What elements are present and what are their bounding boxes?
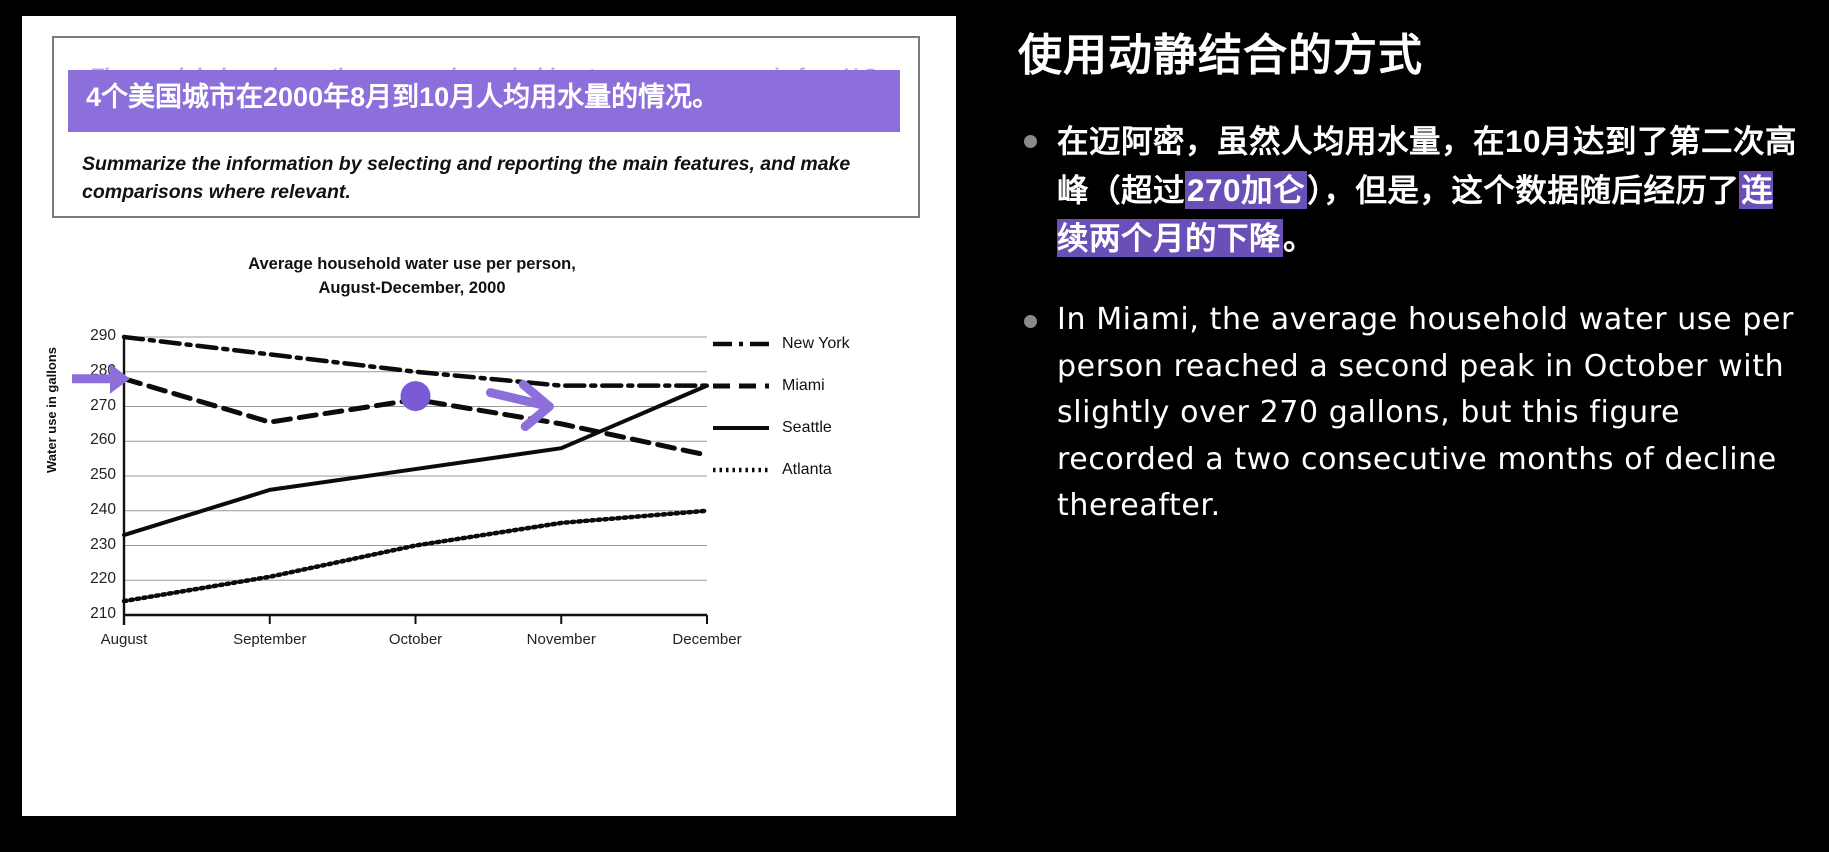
- legend-label: Atlanta: [782, 461, 832, 478]
- legend-swatch-dotted-icon: [712, 463, 770, 477]
- x-tick-december: December: [672, 631, 742, 648]
- x-tick-november: November: [526, 631, 596, 648]
- chart-figure: Average household water use per person, …: [44, 231, 932, 701]
- plain-phrase: 。: [1283, 220, 1316, 257]
- task-prompt-box: The graph below shows the average househ…: [52, 36, 920, 218]
- bullet-text-en: In Miami, the average household water us…: [1057, 302, 1794, 524]
- notes-heading: 使用动静结合的方式: [1018, 31, 1423, 80]
- series-line-new-york: [121, 334, 710, 388]
- y-tick-220: 220: [90, 570, 116, 588]
- bullet-dot-icon: [1024, 315, 1037, 329]
- slide-content-panel: The graph below shows the average househ…: [22, 16, 956, 816]
- series-line-seattle: [122, 383, 709, 538]
- legend-swatch-solid-icon: [712, 421, 770, 435]
- annotation-dot-october: [400, 381, 431, 412]
- chart-svg: [72, 334, 710, 625]
- legend-label: New York: [782, 335, 850, 352]
- bullet-item-2: In Miami, the average household water us…: [1006, 297, 1799, 530]
- legend-swatch-dashed-icon: [712, 379, 770, 393]
- y-tick-260: 260: [90, 431, 116, 449]
- chart-title: Average household water use per person, …: [52, 253, 772, 301]
- plain-phrase: 达到了第二次高峰（超过: [1057, 122, 1798, 208]
- prompt-chinese-translation: 4个美国城市在2000年8月到10月人均用水量的情况。: [86, 82, 720, 112]
- legend-item-seattle[interactable]: Seattle: [712, 407, 927, 449]
- annotation-arrow-left: [72, 363, 130, 394]
- legend-swatch-dash-dot-icon: [712, 337, 770, 351]
- chart-title-line2: August-December, 2000: [318, 278, 506, 297]
- y-tick-210: 210: [90, 605, 116, 622]
- bullet-item-1: 在迈阿密，虽然人均用水量，在10月达到了第二次高峰（超过270加仑），但是，这个…: [1006, 117, 1799, 263]
- annotation-arrow-right: [486, 380, 554, 431]
- legend-label: Miami: [782, 377, 825, 394]
- series-line-atlanta: [121, 508, 710, 604]
- y-tick-270: 270: [90, 396, 116, 414]
- plain-phrase: 但是，这个数据随后经历了: [1355, 171, 1740, 208]
- x-tick-september: September: [233, 631, 307, 648]
- legend-label: Seattle: [782, 419, 832, 436]
- plain-phrase: ），: [1307, 171, 1356, 208]
- y-tick-250: 250: [90, 466, 116, 483]
- prompt-purple-highlight-band: [68, 70, 900, 132]
- chart-title-line1: Average household water use per person,: [248, 255, 576, 273]
- chart-plot-area: Water use in gallons 210 220 230 240 250 260 2…: [44, 323, 932, 653]
- notes-panel: 使用动静结合的方式 在迈阿密，虽然人均用水量，在10月达到了第二次高峰（超过27…: [980, 0, 1829, 852]
- chart-legend: New York Miami Seattle Atlanta: [712, 323, 927, 491]
- y-tick-230: 230: [90, 535, 116, 553]
- legend-item-miami[interactable]: Miami: [712, 365, 927, 407]
- notes-bullet-list: 在迈阿密，虽然人均用水量，在10月达到了第二次高峰（超过270加仑），但是，这个…: [1006, 117, 1799, 530]
- y-tick-240: 240: [90, 500, 116, 518]
- prompt-instruction-text: Summarize the information by selecting a…: [82, 153, 851, 204]
- x-tick-august: August: [100, 631, 148, 648]
- bullet-text-cn: 在迈阿密，虽然人均用水量，在10月达到了第二次高峰（超过270加仑），但是，这个…: [1057, 117, 1799, 263]
- legend-item-atlanta[interactable]: Atlanta: [712, 449, 927, 491]
- plain-phrase: 在迈阿密，虽然人均用水量，在10月: [1057, 122, 1574, 159]
- highlighted-phrase: 270加仑: [1185, 170, 1308, 209]
- y-tick-290: 290: [90, 327, 116, 344]
- x-tick-october: October: [388, 631, 443, 648]
- bullet-dot-icon: [1024, 134, 1037, 148]
- legend-item-new-york[interactable]: New York: [712, 323, 927, 365]
